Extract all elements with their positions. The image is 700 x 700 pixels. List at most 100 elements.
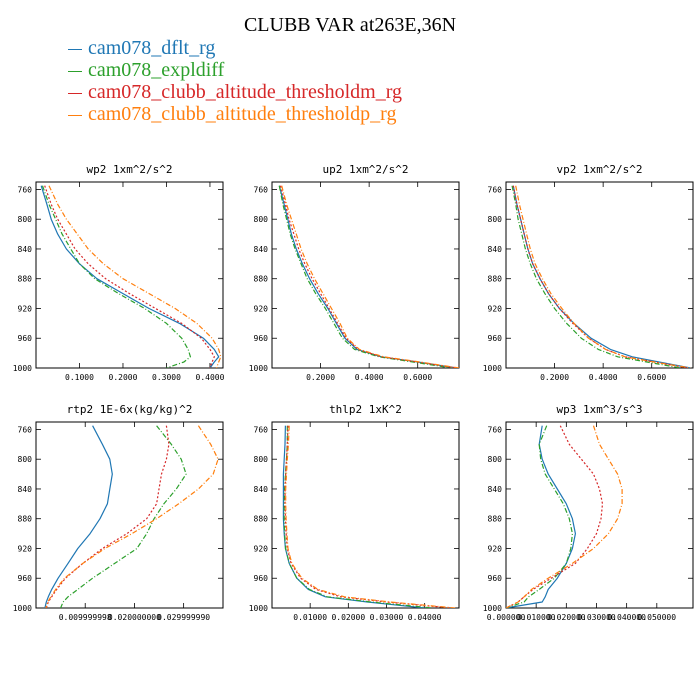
series-line — [40, 185, 220, 368]
series-line — [44, 185, 215, 368]
plot-frame — [505, 181, 694, 369]
y-tick-label: 840 — [18, 245, 33, 254]
x-tick-label: 0.2000 — [109, 373, 138, 382]
y-tick-label: 1000 — [483, 604, 502, 613]
x-tick-label: 0.010000 — [517, 613, 556, 622]
series-group — [40, 185, 222, 368]
x-tick-label: 0.009999998 — [59, 613, 112, 622]
y-tick-label: 880 — [18, 275, 33, 284]
x-tick-label: 0.2000 — [540, 373, 569, 382]
plot-frame — [505, 421, 694, 609]
y-tick-label: 920 — [254, 304, 269, 313]
y-tick-label: 840 — [254, 485, 269, 494]
legend-item-thresholdm: cam078_clubb_altitude_thresholdm_rg — [68, 81, 402, 103]
y-tick-label: 840 — [488, 245, 503, 254]
y-tick-label: 960 — [18, 334, 33, 343]
series-line — [512, 185, 689, 368]
y-tick-label: 800 — [488, 455, 503, 464]
panel-2: up2 1xm^2/s^2 760 800 840 880 920 960 1000 0.200… — [249, 163, 460, 382]
x-tick-label: 0.01000 — [293, 613, 327, 622]
x-tick-label: 0.6000 — [637, 373, 666, 382]
y-tick-label: 840 — [18, 485, 33, 494]
y-tick-label: 840 — [254, 245, 269, 254]
y-tick-label: 960 — [254, 574, 269, 583]
panel-title: rtp2 1E-6x(kg/kg)^2 — [67, 403, 193, 416]
x-tick-label: 0.4000 — [196, 373, 225, 382]
series-line — [278, 185, 457, 368]
legend-swatch — [68, 92, 82, 94]
series-group — [44, 425, 219, 608]
series-line — [281, 185, 459, 368]
series-line — [283, 425, 433, 608]
legend-label: cam078_clubb_altitude_thresholdm_rg — [88, 81, 403, 103]
y-tick-label: 880 — [18, 515, 33, 524]
y-tick-label: 920 — [18, 304, 33, 313]
y-tick-label: 920 — [488, 544, 503, 553]
x-tick-label: 0.040000 — [607, 613, 646, 622]
series-line — [48, 185, 222, 368]
legend-swatch — [68, 48, 82, 50]
y-tick-label: 1000 — [13, 604, 32, 613]
y-tick-label: 880 — [254, 515, 269, 524]
y-tick-label: 840 — [488, 485, 503, 494]
panel-title: wp3 1xm^3/s^3 — [556, 403, 642, 416]
y-tick-label: 760 — [18, 185, 33, 194]
legend: cam078_dflt_rg cam078_expldiff cam078_cl… — [68, 37, 402, 125]
series-line — [278, 185, 452, 368]
y-tick-label: 1000 — [483, 364, 502, 373]
y-tick-label: 800 — [254, 215, 269, 224]
y-tick-label: 760 — [254, 185, 269, 194]
panel-1: wp2 1xm^2/s^2 760 800 840 880 920 960 1000 0.100… — [13, 163, 225, 382]
legend-label: cam078_dflt_rg — [88, 37, 216, 59]
plot-frame — [271, 181, 460, 369]
panel-4: rtp2 1E-6x(kg/kg)^2 760 800 840 880 920 960 100… — [13, 403, 224, 622]
series-line — [45, 425, 219, 608]
series-line — [285, 425, 456, 608]
panel-title: thlp2 1xK^2 — [329, 403, 402, 416]
y-tick-label: 880 — [488, 275, 503, 284]
x-tick-label: 0.020000 — [547, 613, 586, 622]
x-tick-label: 0.030000 — [577, 613, 616, 622]
series-group — [506, 425, 623, 608]
y-tick-label: 760 — [488, 425, 503, 434]
x-tick-label: 0.4000 — [589, 373, 618, 382]
figure-title: CLUBB VAR at263E,36N — [243, 14, 457, 36]
y-tick-label: 760 — [18, 425, 33, 434]
y-tick-label: 880 — [488, 515, 503, 524]
panel-title: wp2 1xm^2/s^2 — [86, 163, 172, 176]
series-line — [511, 185, 682, 368]
series-group — [511, 185, 691, 368]
plot-frame — [35, 421, 224, 609]
x-tick-label: 0.029999990 — [157, 613, 210, 622]
y-tick-label: 800 — [488, 215, 503, 224]
panel-title: vp2 1xm^2/s^2 — [556, 163, 642, 176]
y-tick-label: 1000 — [249, 364, 268, 373]
legend-item-expldiff: cam078_expldiff — [68, 59, 402, 81]
x-tick-label: 0.02000 — [331, 613, 365, 622]
legend-item-thresholdp: cam078_clubb_altitude_thresholdp_rg — [68, 103, 402, 125]
panel-title: up2 1xm^2/s^2 — [322, 163, 408, 176]
legend-swatch — [68, 114, 82, 116]
y-tick-label: 1000 — [13, 364, 32, 373]
legend-item-dflt: cam078_dflt_rg — [68, 37, 402, 59]
y-tick-label: 1000 — [249, 604, 268, 613]
y-tick-label: 800 — [18, 455, 33, 464]
x-tick-label: 0.4000 — [355, 373, 384, 382]
x-tick-label: 0.03000 — [370, 613, 404, 622]
series-line — [506, 425, 574, 608]
y-tick-label: 760 — [488, 185, 503, 194]
panel-5: thlp2 1xK^2 760 800 840 880 920 960 1000 0.01000… — [249, 403, 460, 622]
series-group — [278, 185, 459, 368]
series-line — [284, 425, 452, 608]
legend-swatch — [68, 70, 82, 72]
series-line — [41, 185, 191, 368]
x-tick-label: 0.020000000 — [108, 613, 161, 622]
x-tick-label: 0.000000 — [487, 613, 526, 622]
x-tick-label: 0.04000 — [408, 613, 442, 622]
legend-label: cam078_expldiff — [88, 59, 225, 81]
x-tick-label: 0.2000 — [306, 373, 335, 382]
x-tick-label: 0.050000 — [638, 613, 677, 622]
y-tick-label: 960 — [488, 334, 503, 343]
